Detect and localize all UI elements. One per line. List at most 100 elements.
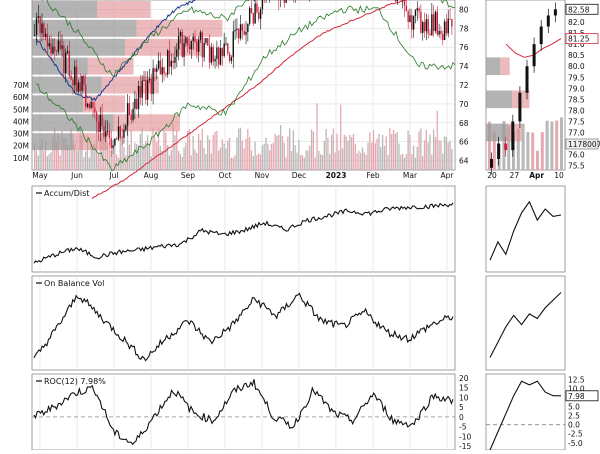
price-candle-body bbox=[37, 16, 40, 18]
price-candle-body bbox=[146, 80, 149, 100]
price-candle-body bbox=[207, 38, 209, 46]
price-candle-body bbox=[201, 32, 203, 58]
volume-bar bbox=[130, 130, 132, 170]
volume-bar bbox=[248, 137, 251, 170]
volume-bar bbox=[225, 148, 227, 170]
volume-bar bbox=[177, 151, 180, 170]
zoom-volume-bar bbox=[560, 117, 563, 170]
price-candle-body bbox=[203, 42, 205, 58]
volume-bar bbox=[66, 144, 69, 170]
price-candle-body bbox=[103, 126, 105, 137]
zoom-candle-body bbox=[497, 143, 501, 159]
price-candle-body bbox=[190, 40, 193, 50]
price-candle-body bbox=[172, 60, 174, 63]
price-candle-body bbox=[137, 86, 140, 109]
volume-bar bbox=[114, 138, 116, 170]
volume-bar bbox=[150, 156, 152, 170]
price-candle-body bbox=[192, 36, 194, 41]
zoom-last-price-box bbox=[565, 3, 599, 15]
zoom-volume-bar bbox=[516, 128, 520, 170]
volume-bar bbox=[201, 128, 203, 170]
panel-title: Accum/Dist bbox=[44, 189, 89, 198]
price-candle-body bbox=[238, 28, 240, 39]
volume-bar bbox=[210, 153, 213, 170]
price-candle-body bbox=[250, 8, 253, 14]
sma-short-line bbox=[35, 0, 256, 102]
zoom-candle-body bbox=[511, 121, 515, 151]
price-candle-body bbox=[442, 33, 444, 41]
volume-bar bbox=[332, 128, 335, 170]
volume-bar bbox=[238, 128, 240, 170]
volume-bar bbox=[314, 157, 316, 170]
volume-bar bbox=[345, 136, 347, 170]
price-candle-body bbox=[261, 0, 264, 10]
price-candle-body bbox=[445, 21, 448, 34]
volume-bar bbox=[139, 133, 141, 170]
volume-bar bbox=[447, 142, 449, 170]
zoom-accum-line bbox=[489, 200, 562, 261]
price-candle-body bbox=[205, 38, 207, 43]
price-candle-body bbox=[46, 33, 49, 47]
price-candle-body bbox=[185, 37, 187, 44]
volume-bar bbox=[425, 129, 427, 170]
zoom-volume-bar bbox=[521, 123, 525, 170]
volume-bar bbox=[269, 150, 271, 170]
volume-bar bbox=[272, 142, 274, 170]
volume-bar bbox=[141, 127, 143, 170]
volume-bar bbox=[239, 127, 242, 170]
price-candle-body bbox=[55, 51, 58, 52]
price-candle-body bbox=[165, 73, 167, 75]
roc-tick-label: 0 bbox=[459, 413, 464, 422]
price-candle-body bbox=[447, 18, 449, 34]
volume-bar bbox=[196, 153, 198, 170]
price-candle-body bbox=[234, 30, 236, 32]
price-candle-body bbox=[412, 16, 415, 30]
price-candle-body bbox=[161, 67, 163, 75]
panel-title: ROC(12) 7.98% bbox=[44, 377, 106, 386]
volume-bar bbox=[392, 129, 395, 170]
zoom-roc-line bbox=[489, 380, 562, 451]
volume-bar bbox=[312, 131, 315, 170]
price-candle-body bbox=[72, 79, 74, 86]
volume-tick-label: 10M bbox=[13, 154, 29, 163]
volume-bar bbox=[247, 129, 249, 170]
price-candle-body bbox=[285, 0, 287, 3]
price-candle-body bbox=[115, 138, 118, 140]
volume-bar bbox=[278, 134, 280, 170]
price-candle-body bbox=[34, 34, 36, 36]
volume-bar bbox=[252, 156, 254, 170]
zoom-volume-bar bbox=[555, 120, 559, 170]
volume-bar bbox=[420, 128, 422, 170]
volume-bar bbox=[387, 154, 389, 170]
price-candle-body bbox=[432, 14, 435, 32]
volume-bar bbox=[442, 153, 444, 170]
volume-bar bbox=[185, 142, 187, 170]
price-candle-body bbox=[139, 86, 142, 98]
zoom-candle-body bbox=[546, 15, 550, 27]
volume-bar bbox=[170, 150, 172, 170]
price-candle-body bbox=[225, 43, 227, 45]
price-candle-body bbox=[418, 8, 420, 12]
volume-bar bbox=[279, 124, 282, 170]
price-candle-body bbox=[170, 60, 173, 67]
volume-bar bbox=[292, 130, 294, 170]
volume-tick-label: 40M bbox=[13, 117, 29, 126]
price-candle-body bbox=[128, 103, 131, 116]
price-candle-body bbox=[247, 23, 249, 33]
price-candle-body bbox=[134, 98, 136, 109]
price-candle-body bbox=[156, 68, 158, 72]
volume-bar bbox=[152, 127, 154, 170]
zoom-x-label: 27 bbox=[510, 171, 520, 180]
volume-bar bbox=[190, 155, 192, 170]
price-candle-body bbox=[217, 47, 220, 65]
main-panel-frame bbox=[31, 185, 456, 273]
price-candle-body bbox=[248, 8, 251, 24]
zoom-x-label: 20 bbox=[487, 171, 497, 180]
volume-bar bbox=[407, 130, 409, 170]
volume-bar bbox=[365, 154, 367, 170]
zoom-candle-body bbox=[518, 92, 522, 122]
obv-line bbox=[33, 292, 454, 362]
roc-tick-label: -5 bbox=[459, 423, 467, 432]
volume-bar bbox=[148, 144, 151, 170]
volume-bar bbox=[296, 152, 298, 170]
